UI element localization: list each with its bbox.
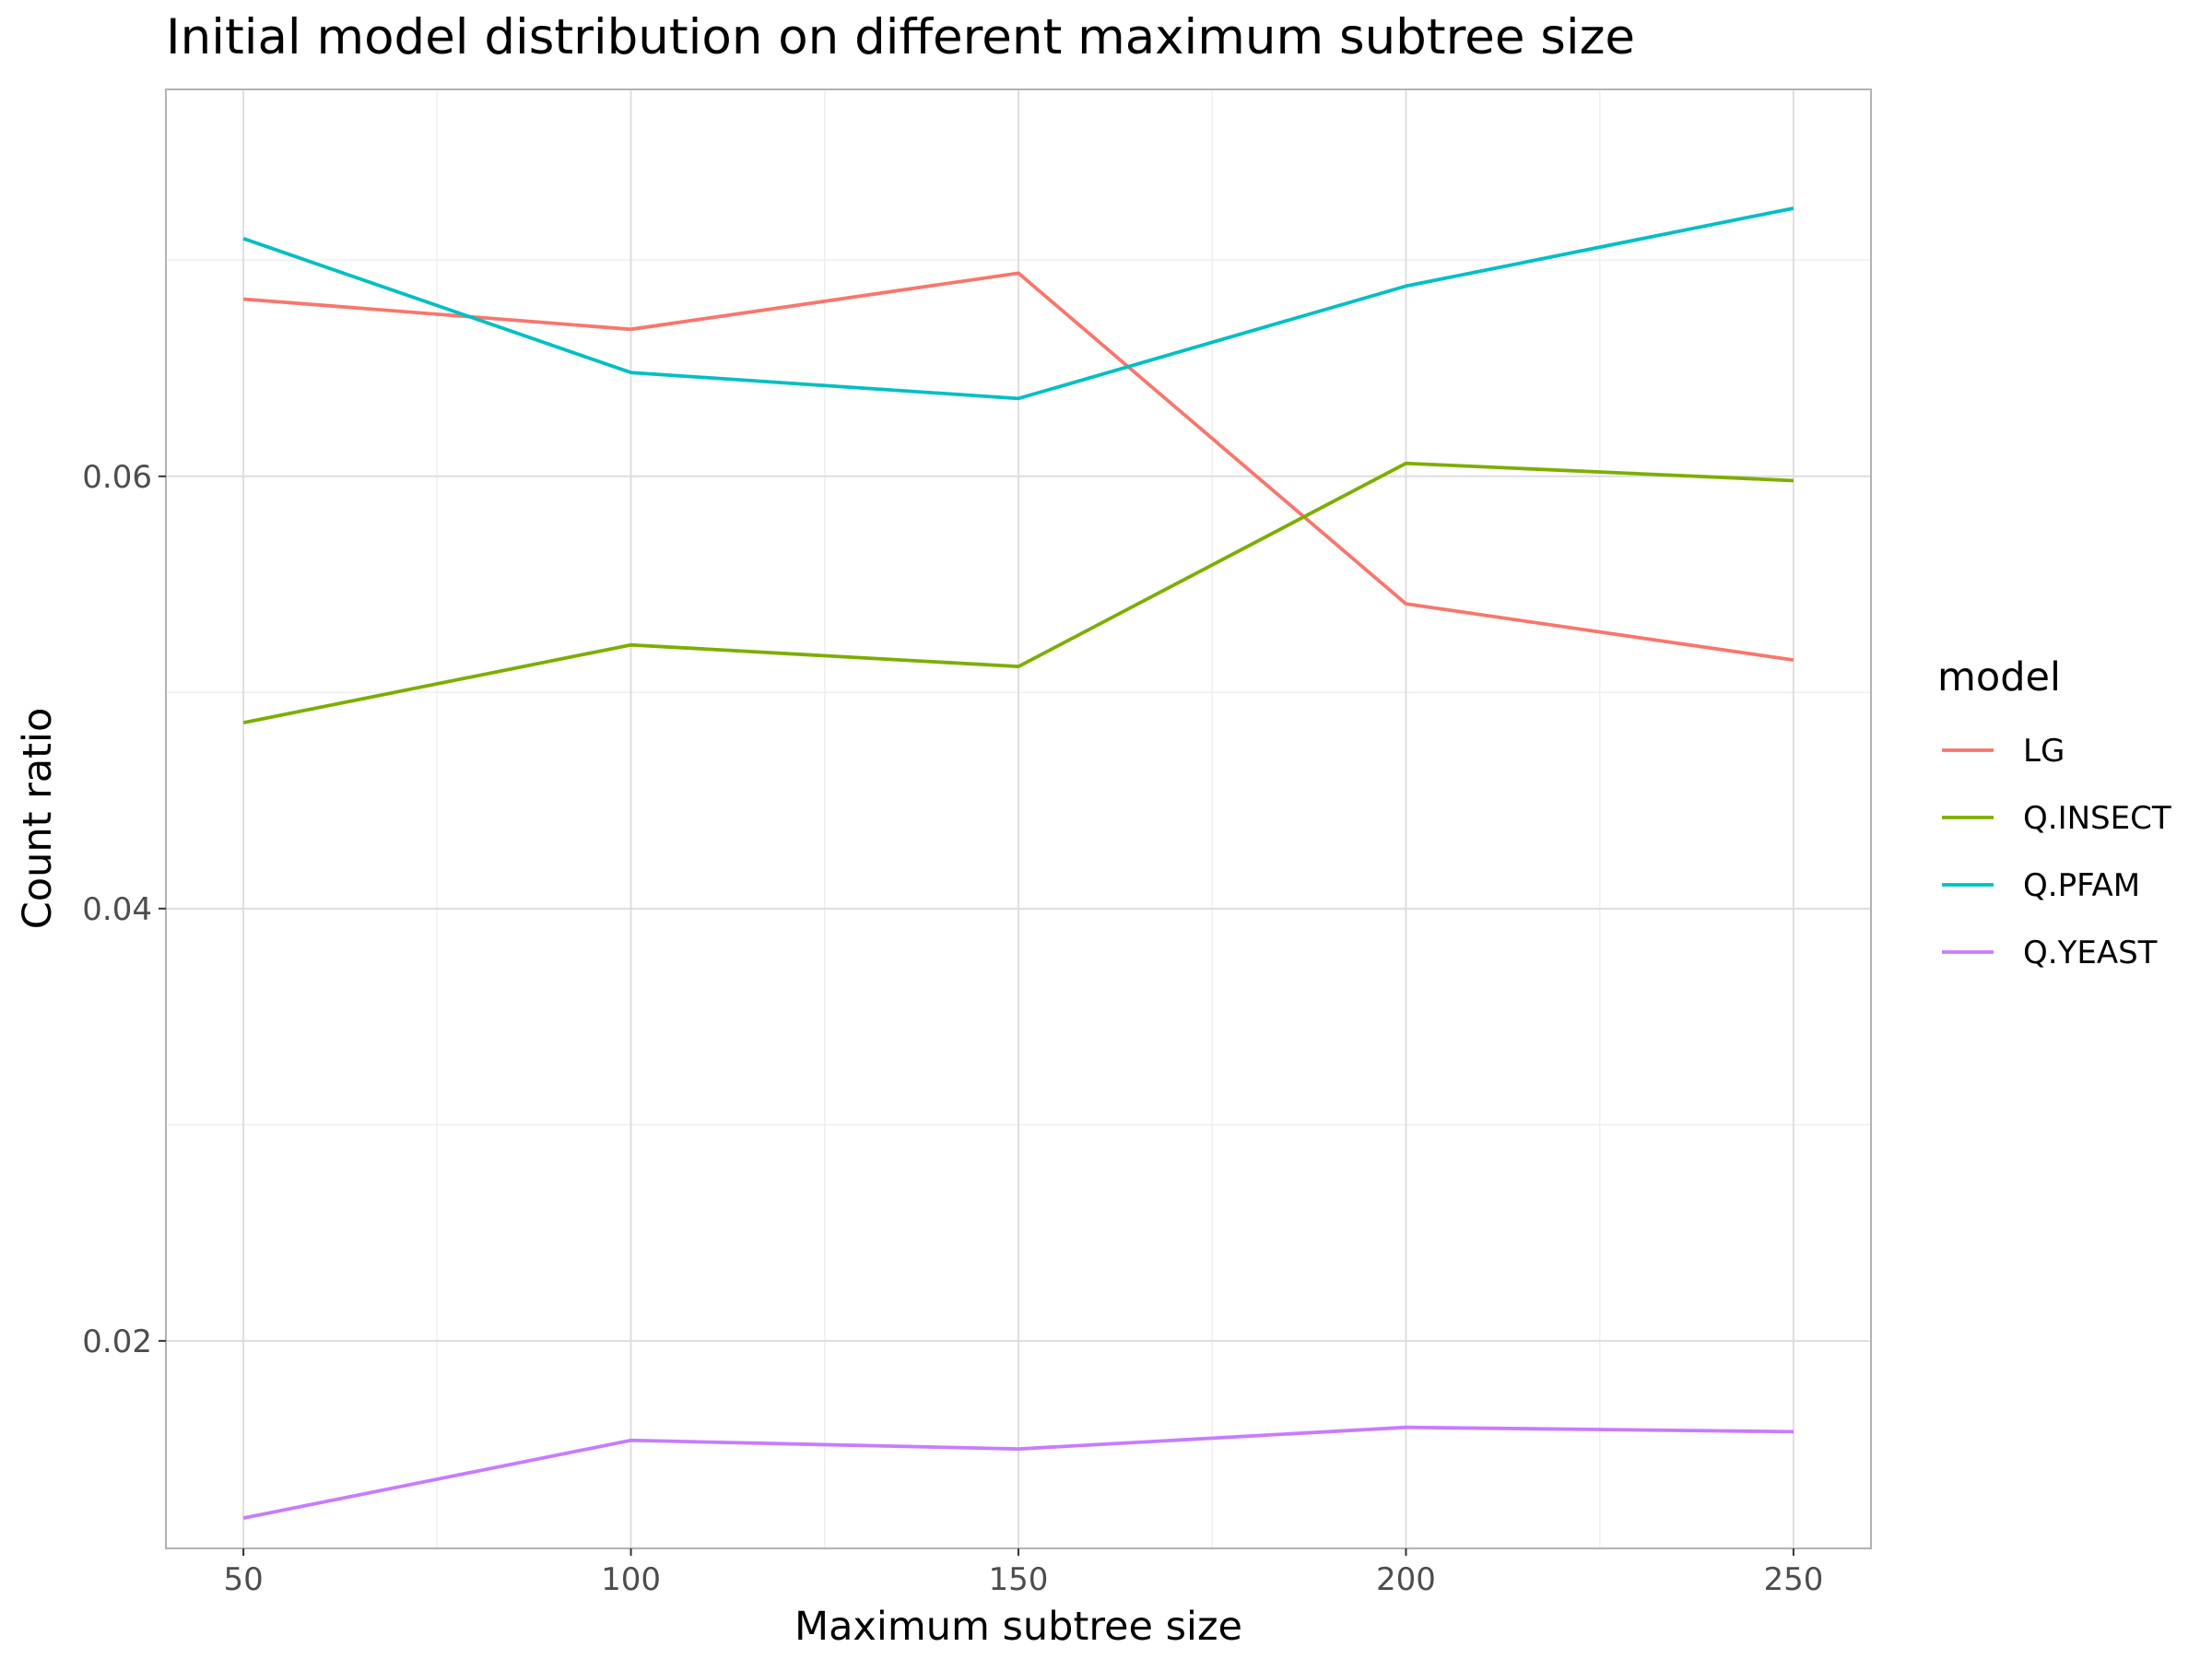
- x-axis-title: Maximum subtree size: [794, 1604, 1242, 1650]
- legend-label: Q.INSECT: [2023, 800, 2171, 837]
- x-axis-ticks: 50 100 150 200 250: [223, 1548, 1823, 1598]
- x-tick-label: 150: [989, 1561, 1049, 1598]
- grid: [166, 89, 1871, 1548]
- series-line-q-insect: [242, 461, 1794, 725]
- series-lines: [242, 206, 1794, 1521]
- chart-title: Initial model distribution on different …: [166, 9, 1635, 65]
- y-axis-ticks: 0.02 0.04 0.06: [82, 459, 166, 1360]
- legend-item-q-insect: Q.INSECT: [1942, 800, 2171, 837]
- y-tick-label: 0.02: [82, 1324, 152, 1360]
- y-axis-title: Count ratio: [15, 708, 61, 930]
- legend-label: Q.YEAST: [2023, 935, 2158, 971]
- y-tick-label: 0.06: [82, 459, 152, 496]
- series-line-lg: [242, 271, 1794, 663]
- legend-item-q-yeast: Q.YEAST: [1942, 935, 2158, 971]
- legend: model LG Q.INSECT Q.PFAM Q.YEAST: [1937, 654, 2171, 971]
- x-tick-label: 50: [223, 1561, 263, 1598]
- x-tick-label: 100: [601, 1561, 661, 1598]
- series-line-q-yeast: [242, 1425, 1794, 1521]
- legend-item-lg: LG: [1942, 733, 2065, 770]
- y-tick-label: 0.04: [82, 891, 152, 928]
- legend-label: LG: [2023, 733, 2065, 770]
- legend-item-q-pfam: Q.PFAM: [1942, 867, 2140, 904]
- x-tick-label: 200: [1376, 1561, 1436, 1598]
- x-tick-label: 250: [1763, 1561, 1823, 1598]
- series-line-q-pfam: [242, 206, 1794, 401]
- legend-title: model: [1937, 654, 2061, 700]
- legend-label: Q.PFAM: [2023, 867, 2140, 904]
